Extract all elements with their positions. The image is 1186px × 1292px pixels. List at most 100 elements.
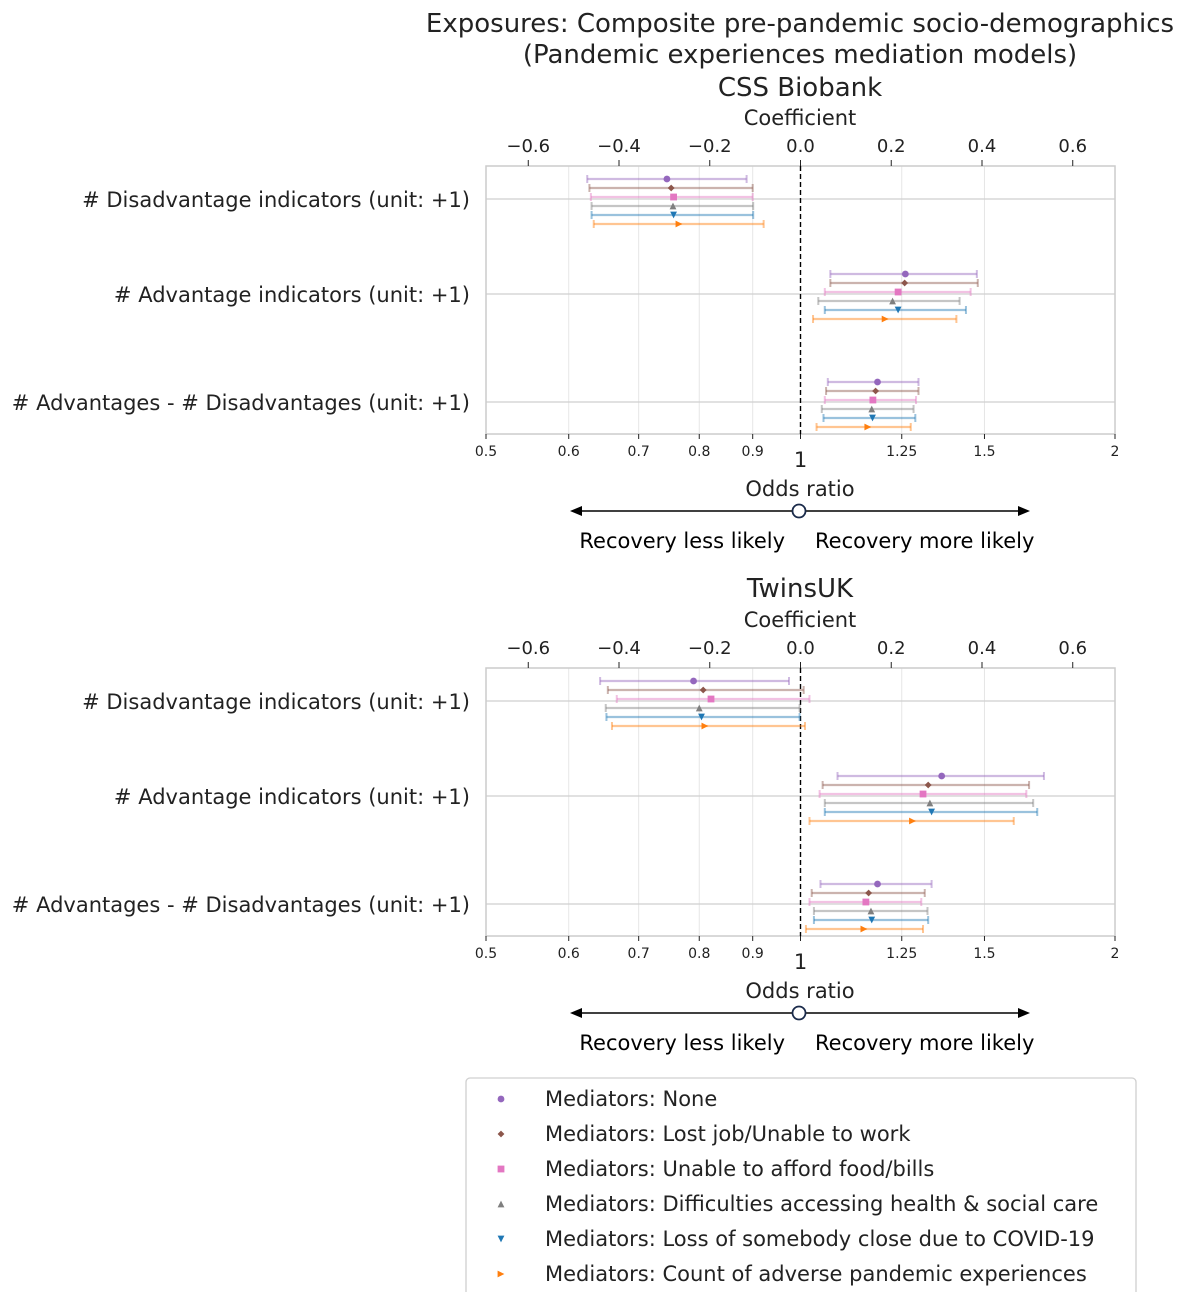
legend-marker — [497, 1235, 505, 1243]
direction-arrow-center — [791, 503, 807, 519]
top-axis-label: Coefficient — [744, 106, 857, 130]
point-marker — [860, 925, 868, 933]
legend-label: Mediators: None — [545, 1087, 717, 1111]
legend-label: Mediators: Difficulties accessing health… — [545, 1192, 1098, 1216]
series-3 — [590, 202, 961, 413]
series-1 — [606, 686, 1031, 897]
point-marker — [889, 297, 896, 305]
category-label: # Advantages - # Disadvantages (unit: +1… — [12, 893, 470, 917]
series-0 — [599, 677, 1045, 888]
point-marker — [669, 202, 677, 210]
arrow-label-left: Recovery less likely — [579, 1031, 785, 1055]
top-tick-label: 0.0 — [786, 638, 815, 659]
point-marker — [901, 279, 909, 287]
direction-arrow-left-head — [570, 506, 582, 516]
legend-marker — [497, 1270, 505, 1278]
category-label: # Disadvantage indicators (unit: +1) — [82, 188, 470, 212]
legend-label: Mediators: Count of adverse pandemic exp… — [545, 1262, 1087, 1286]
bottom-tick-label: 0.9 — [742, 946, 764, 962]
series-5 — [592, 220, 958, 431]
bottom-tick-label: 0.5 — [475, 444, 497, 460]
bottom-tick-label: 0.7 — [628, 946, 650, 962]
point-marker — [670, 211, 677, 219]
point-marker — [869, 396, 877, 404]
point-marker — [881, 315, 889, 323]
point-marker — [872, 387, 879, 395]
series-5 — [610, 722, 1015, 933]
bottom-tick-label: 1 — [794, 448, 807, 472]
point-marker — [894, 306, 902, 314]
bottom-tick-label: 0.7 — [628, 444, 650, 460]
point-marker — [707, 695, 715, 703]
top-tick-label: 0.2 — [877, 136, 906, 157]
top-axis-label: Coefficient — [744, 608, 857, 632]
panel-css: CSS Biobank Coefficient −0.6 −0.4 −0.2 0.0 0.2… — [12, 73, 1120, 553]
point-marker — [926, 799, 934, 807]
bottom-tick-label: 0.8 — [688, 946, 710, 962]
point-marker — [924, 781, 932, 789]
top-tick-label: 0.2 — [877, 638, 906, 659]
bottom-tick-label: 2 — [1111, 444, 1120, 460]
point-marker — [901, 270, 909, 278]
bottom-tick-label: 1.25 — [886, 946, 917, 962]
category-label: # Advantage indicators (unit: +1) — [114, 283, 470, 307]
point-marker — [874, 880, 881, 888]
bottom-tick-label: 1.5 — [973, 444, 995, 460]
point-marker — [670, 193, 677, 201]
figure-title-line-1: Exposures: Composite pre-pandemic socio-… — [426, 9, 1174, 39]
direction-arrow-right-head — [1018, 1008, 1030, 1018]
bottom-tick-label: 0.6 — [558, 946, 580, 962]
point-marker — [867, 907, 875, 915]
category-label: # Advantage indicators (unit: +1) — [114, 785, 470, 809]
top-tick-label: 0.4 — [968, 638, 997, 659]
point-marker — [864, 423, 872, 431]
direction-arrow-right-head — [1018, 506, 1030, 516]
point-marker — [667, 184, 675, 192]
series-1 — [588, 184, 979, 395]
series-2 — [589, 193, 972, 404]
top-tick-label: −0.4 — [597, 136, 641, 157]
bottom-tick-label: 0.8 — [688, 444, 710, 460]
point-marker — [698, 713, 705, 721]
point-marker — [938, 772, 946, 780]
series-0 — [586, 175, 978, 386]
arrow-label-left: Recovery less likely — [579, 529, 785, 553]
top-tick-label: −0.6 — [506, 136, 550, 157]
bottom-tick-label: 1.25 — [886, 444, 917, 460]
point-marker — [868, 916, 876, 924]
top-tick-label: −0.6 — [506, 638, 550, 659]
direction-arrow-left-head — [570, 1008, 582, 1018]
top-tick-label: 0.6 — [1058, 638, 1087, 659]
point-marker — [675, 220, 683, 228]
panel-twins: TwinsUK Coefficient −0.6 −0.4 −0.2 0.0 0.2 0.4 0… — [12, 574, 1120, 1055]
point-marker — [862, 898, 870, 906]
series-2 — [615, 695, 1028, 906]
top-tick-label: 0.4 — [968, 136, 997, 157]
legend-label: Mediators: Lost job/Unable to work — [545, 1122, 911, 1146]
bottom-tick-label: 0.5 — [475, 946, 497, 962]
figure-title-line-2: (Pandemic experiences mediation models) — [523, 40, 1077, 70]
series-3 — [604, 704, 1035, 915]
point-marker — [699, 686, 707, 694]
arrow-label-right: Recovery more likely — [815, 529, 1034, 553]
point-marker — [695, 704, 703, 712]
point-marker — [909, 817, 916, 825]
legend-box — [465, 1077, 1137, 1292]
top-tick-label: 0.6 — [1058, 136, 1087, 157]
point-marker — [701, 722, 709, 730]
legend: Mediators: None Mediators: Lost job/Unabl… — [465, 1077, 1137, 1292]
legend-marker — [497, 1165, 505, 1173]
direction-arrow-center — [791, 1005, 807, 1021]
bottom-tick-label: 0.6 — [558, 444, 580, 460]
legend-marker — [497, 1095, 505, 1103]
point-marker — [894, 288, 902, 296]
bottom-tick-label: 1 — [794, 950, 807, 974]
series-4 — [605, 713, 1039, 924]
top-tick-label: −0.2 — [688, 638, 732, 659]
top-tick-label: −0.4 — [597, 638, 641, 659]
point-marker — [690, 677, 697, 685]
arrow-label-right: Recovery more likely — [815, 1031, 1034, 1055]
panel-title: TwinsUK — [746, 574, 854, 604]
bottom-tick-label: 2 — [1111, 946, 1120, 962]
